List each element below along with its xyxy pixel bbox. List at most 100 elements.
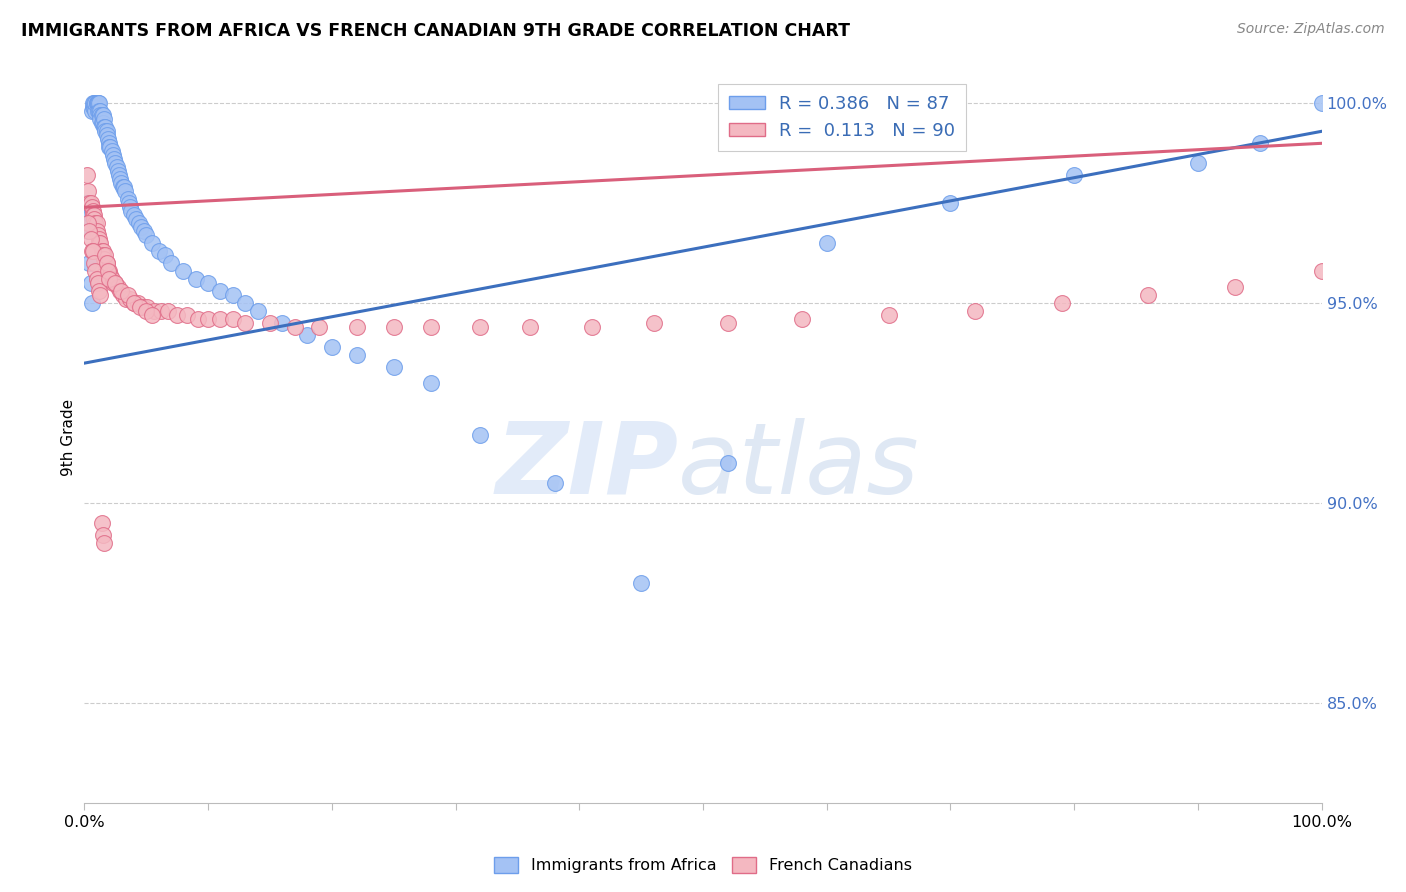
Point [110,284,132,298]
Point [79,232,101,246]
Point [321,340,343,354]
Point [82,100,104,114]
Point [98,272,121,286]
Point [82,208,104,222]
Point [187,312,209,326]
Point [222,288,245,302]
Point [79,208,101,222]
Point [197,312,219,326]
Point [76,196,98,211]
Point [209,284,232,298]
Point [97,264,120,278]
Point [129,220,152,235]
Point [101,148,124,162]
Point [86,216,108,230]
Point [717,456,740,470]
Point [94,124,117,138]
Point [84,216,107,230]
Point [108,169,131,183]
Point [222,312,245,326]
Point [141,236,163,251]
Point [82,96,104,111]
Point [91,248,114,262]
Point [110,172,132,186]
Point [132,224,155,238]
Point [166,308,188,322]
Point [135,304,157,318]
Point [79,196,101,211]
Point [98,140,121,154]
Point [89,284,111,298]
Point [150,304,173,318]
Point [815,236,838,251]
Point [90,108,112,122]
Point [90,116,112,130]
Point [77,184,100,198]
Point [117,192,139,206]
Point [790,312,813,326]
Point [131,300,153,314]
Legend: R = 0.386   N = 87, R =  0.113   N = 90: R = 0.386 N = 87, R = 0.113 N = 90 [718,84,966,151]
Point [94,256,117,270]
Point [127,296,149,310]
Point [83,256,105,270]
Point [117,288,139,302]
Point [87,276,110,290]
Point [308,320,330,334]
Point [80,200,103,214]
Point [141,308,163,322]
Point [148,244,170,259]
Point [111,180,134,194]
Point [89,112,111,127]
Point [939,196,962,211]
Point [197,276,219,290]
Point [104,276,127,290]
Point [80,104,103,119]
Point [90,244,112,259]
Point [77,224,100,238]
Point [80,244,103,259]
Point [87,96,110,111]
Point [83,208,105,222]
Point [77,216,100,230]
Point [246,304,269,318]
Point [89,104,111,119]
Point [382,360,405,375]
Point [80,296,103,310]
Point [91,108,114,122]
Point [79,256,101,270]
Point [101,276,124,290]
Point [1249,136,1271,151]
Point [209,312,232,326]
Point [233,316,256,330]
Point [79,196,101,211]
Point [96,124,118,138]
Point [96,256,118,270]
Point [160,256,183,270]
Point [79,276,101,290]
Point [184,272,207,286]
Point [94,120,117,135]
Point [79,224,101,238]
Text: Source: ZipAtlas.com: Source: ZipAtlas.com [1237,22,1385,37]
Point [100,272,122,286]
Point [98,268,121,283]
Point [84,104,107,119]
Text: IMMIGRANTS FROM AFRICA VS FRENCH CANADIAN 9TH GRADE CORRELATION CHART: IMMIGRANTS FROM AFRICA VS FRENCH CANADIA… [21,22,851,40]
Point [93,120,115,135]
Point [630,576,652,591]
Y-axis label: 9th Grade: 9th Grade [60,399,76,475]
Point [172,264,194,278]
Point [84,264,107,278]
Point [382,320,405,334]
Legend: Immigrants from Africa, French Canadians: Immigrants from Africa, French Canadians [488,850,918,880]
Point [346,348,368,362]
Point [142,304,165,318]
Point [91,116,114,130]
Point [82,244,104,259]
Point [114,184,136,198]
Point [122,208,145,222]
Point [519,320,541,334]
Point [84,96,107,111]
Point [717,316,740,330]
